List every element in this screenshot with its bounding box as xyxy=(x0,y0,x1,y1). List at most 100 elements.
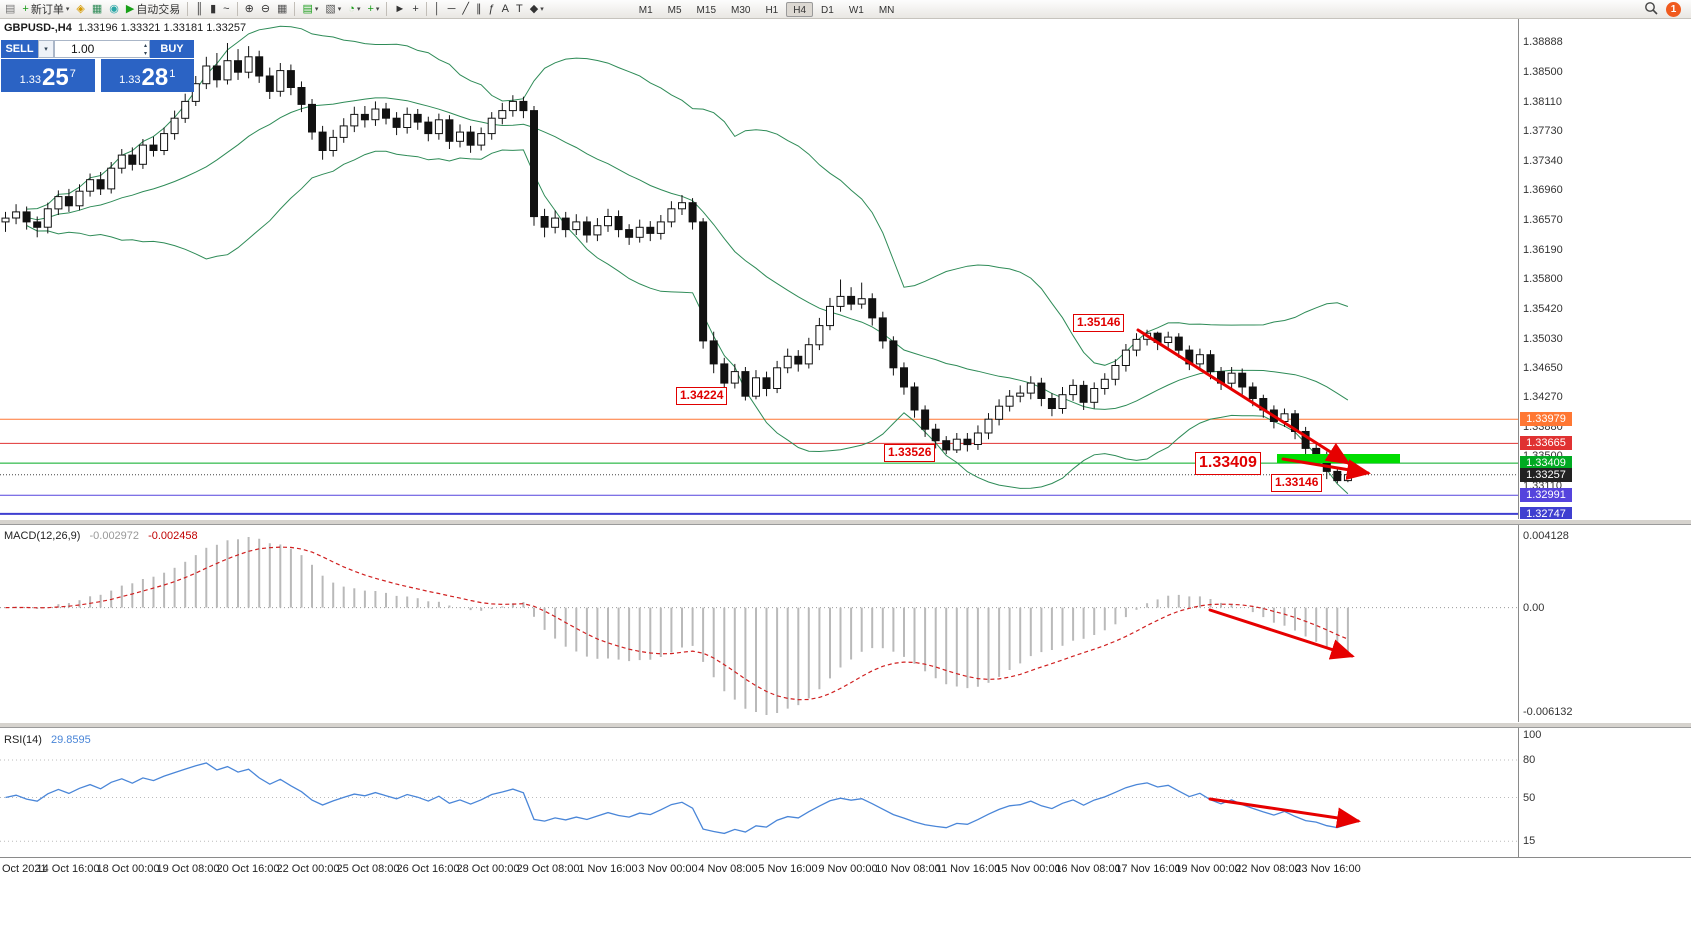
rsi-indicator-header: RSI(14) 29.8595 xyxy=(4,734,91,746)
autotrading-button[interactable]: ▶ 自动交易 xyxy=(123,1,183,18)
zoom-out-button[interactable]: ⊖ xyxy=(258,1,273,18)
timeframe-m5-button[interactable]: M5 xyxy=(667,4,682,16)
sell-tab-label[interactable]: SELL xyxy=(1,40,38,58)
timeframe-m1-button[interactable]: M1 xyxy=(638,4,653,16)
crosshair-button[interactable]: + xyxy=(409,1,421,18)
arrows-icon: ◆ xyxy=(529,2,539,15)
zoom-out-icon: ⊖ xyxy=(260,2,271,15)
volume-input[interactable]: 1.00 ▴ ▾ xyxy=(54,40,150,58)
time-axis-label: 20 Oct 16:00 xyxy=(216,863,280,875)
autotrading-button-label: 自动交易 xyxy=(136,4,181,16)
metaeditor-button[interactable]: ◈ xyxy=(73,1,87,18)
profiles-button[interactable]: ▧ ▾ xyxy=(322,1,344,18)
trendline-icon: ╱ xyxy=(462,2,470,15)
cursor-button[interactable]: ► xyxy=(391,1,408,18)
label-icon: T xyxy=(516,2,523,15)
trendline-button[interactable]: ╱ xyxy=(459,1,472,18)
time-axis-label: 22 Oct 00:00 xyxy=(276,863,340,875)
timeframe-d1-button[interactable]: D1 xyxy=(821,4,834,16)
chart-window-icon[interactable]: ▤ xyxy=(2,1,18,18)
cursor-icon: ► xyxy=(394,2,406,15)
text-button[interactable]: A xyxy=(499,1,512,18)
chart-shot-icon[interactable]: ▦ xyxy=(89,1,105,18)
arrows-button[interactable]: ◆ ▾ xyxy=(527,1,547,18)
time-axis-label: 17 Nov 16:00 xyxy=(1115,863,1181,875)
chevron-down-icon: ▾ xyxy=(337,6,342,13)
macd-signal-value: -0.002458 xyxy=(148,530,198,542)
volume-value: 1.00 xyxy=(71,42,95,56)
period-icon: ◔ xyxy=(348,2,355,15)
new-order-button-label: 新订单 xyxy=(30,4,64,16)
channel-icon: ∥ xyxy=(476,2,482,15)
time-axis-label: 5 Nov 16:00 xyxy=(758,863,818,875)
fibonacci-button[interactable]: ƒ xyxy=(486,1,498,18)
rsi-value: 29.8595 xyxy=(50,734,91,746)
time-axis-label: 19 Oct 08:00 xyxy=(156,863,220,875)
toolbar-separator xyxy=(425,2,427,16)
chevron-down-icon: ▾ xyxy=(65,6,70,13)
rsi-panel-splitter[interactable] xyxy=(0,722,1691,728)
line-chart-type-button[interactable]: ~ xyxy=(220,1,232,18)
timeframe-h1-button[interactable]: H1 xyxy=(765,4,779,16)
macd-main-value: -0.002972 xyxy=(89,530,140,542)
volume-preset-caret[interactable]: ▾ xyxy=(38,40,54,58)
chart-window-icon-icon: ▤ xyxy=(5,2,16,15)
macd-panel-splitter[interactable] xyxy=(0,519,1691,525)
tile-windows-button[interactable]: ▦ xyxy=(274,1,290,18)
macd-name: MACD(12,26,9) xyxy=(4,530,81,542)
line-chart-type-icon: ~ xyxy=(223,2,230,15)
notification-badge[interactable]: 1 xyxy=(1666,1,1681,17)
timeframe-w1-button[interactable]: W1 xyxy=(848,4,864,16)
rsi-line xyxy=(5,762,1349,835)
buy-button[interactable]: 1.33 28 1 xyxy=(100,59,194,92)
zoom-in-button[interactable]: ⊕ xyxy=(242,1,257,18)
time-axis: Oct 2021 14 Oct 16:00 18 Oct 00:00 19 Oct 0… xyxy=(0,857,1691,881)
time-axis-label: 28 Oct 00:00 xyxy=(456,863,520,875)
crosshair-icon: + xyxy=(412,2,419,15)
timeframe-m15-button[interactable]: M15 xyxy=(696,4,716,16)
time-axis-label: 9 Nov 00:00 xyxy=(818,863,878,875)
chart-shot-icon-icon: ▦ xyxy=(91,2,103,15)
rsi-name: RSI(14) xyxy=(4,734,42,746)
time-axis-label: 26 Oct 16:00 xyxy=(396,863,460,875)
horizontal-line-button[interactable]: ─ xyxy=(445,1,459,18)
new-chart-button[interactable]: ▤ ▾ xyxy=(299,1,321,18)
community-icon[interactable]: ◉ xyxy=(106,1,122,18)
time-axis-label: 14 Oct 16:00 xyxy=(36,863,100,875)
volume-down-button[interactable]: ▾ xyxy=(143,51,147,57)
ohlc-values: 1.33196 1.33321 1.33181 1.33257 xyxy=(77,22,247,34)
axis-separator xyxy=(1518,19,1519,857)
sell-button[interactable]: 1.33 25 7 xyxy=(1,59,95,92)
main-toolbar: ▤ + 新订单 ▾ ◈ ▦ ◉ ▶ 自动交易 ║ ▮ ~ ⊕ ⊖ ▦ ▤ ▾ ▧ ▾ ◔ ▾ + ▾ ► + │ ─ ╱ ∥ ƒ A T ◆ ▾ … xyxy=(0,0,1691,19)
period-button[interactable]: ◔ ▾ xyxy=(345,1,363,18)
candlestick-chart-type-button[interactable]: ▮ xyxy=(207,1,219,18)
trend-arrows xyxy=(1136,328,1371,829)
channel-button[interactable]: ∥ xyxy=(473,1,485,18)
time-axis-label: 19 Nov 00:00 xyxy=(1175,863,1241,875)
indicators-icon: + xyxy=(367,2,374,15)
autotrading-icon: ▶ xyxy=(125,2,135,15)
chevron-down-icon: ▾ xyxy=(356,6,361,13)
buy-tab-label[interactable]: BUY xyxy=(150,40,194,58)
timeframe-m30-button[interactable]: M30 xyxy=(731,4,751,16)
time-axis-label: 23 Nov 16:00 xyxy=(1295,863,1361,875)
zoom-in-icon: ⊕ xyxy=(244,2,254,15)
time-axis-label: 3 Nov 00:00 xyxy=(638,863,698,875)
timeframe-h4-button[interactable]: H4 xyxy=(786,1,814,17)
time-axis-label: 11 Nov 16:00 xyxy=(935,863,1001,875)
label-button[interactable]: T xyxy=(513,1,526,18)
time-axis-label: 18 Oct 00:00 xyxy=(96,863,160,875)
search-icon[interactable] xyxy=(1644,1,1658,18)
vertical-line-icon: │ xyxy=(433,2,441,15)
new-order-button[interactable]: + 新订单 ▾ xyxy=(19,1,72,18)
chevron-down-icon: ▾ xyxy=(375,6,380,13)
new-order-icon: + xyxy=(22,2,29,15)
volume-up-button[interactable]: ▴ xyxy=(143,43,147,49)
indicators-button[interactable]: + ▾ xyxy=(364,1,382,18)
toolbar-separator xyxy=(294,2,296,16)
fibonacci-icon: ƒ xyxy=(488,2,495,15)
vertical-line-button[interactable]: │ xyxy=(431,1,444,18)
timeframe-mn-button[interactable]: MN xyxy=(878,4,895,16)
bar-chart-type-button[interactable]: ║ xyxy=(192,1,206,18)
